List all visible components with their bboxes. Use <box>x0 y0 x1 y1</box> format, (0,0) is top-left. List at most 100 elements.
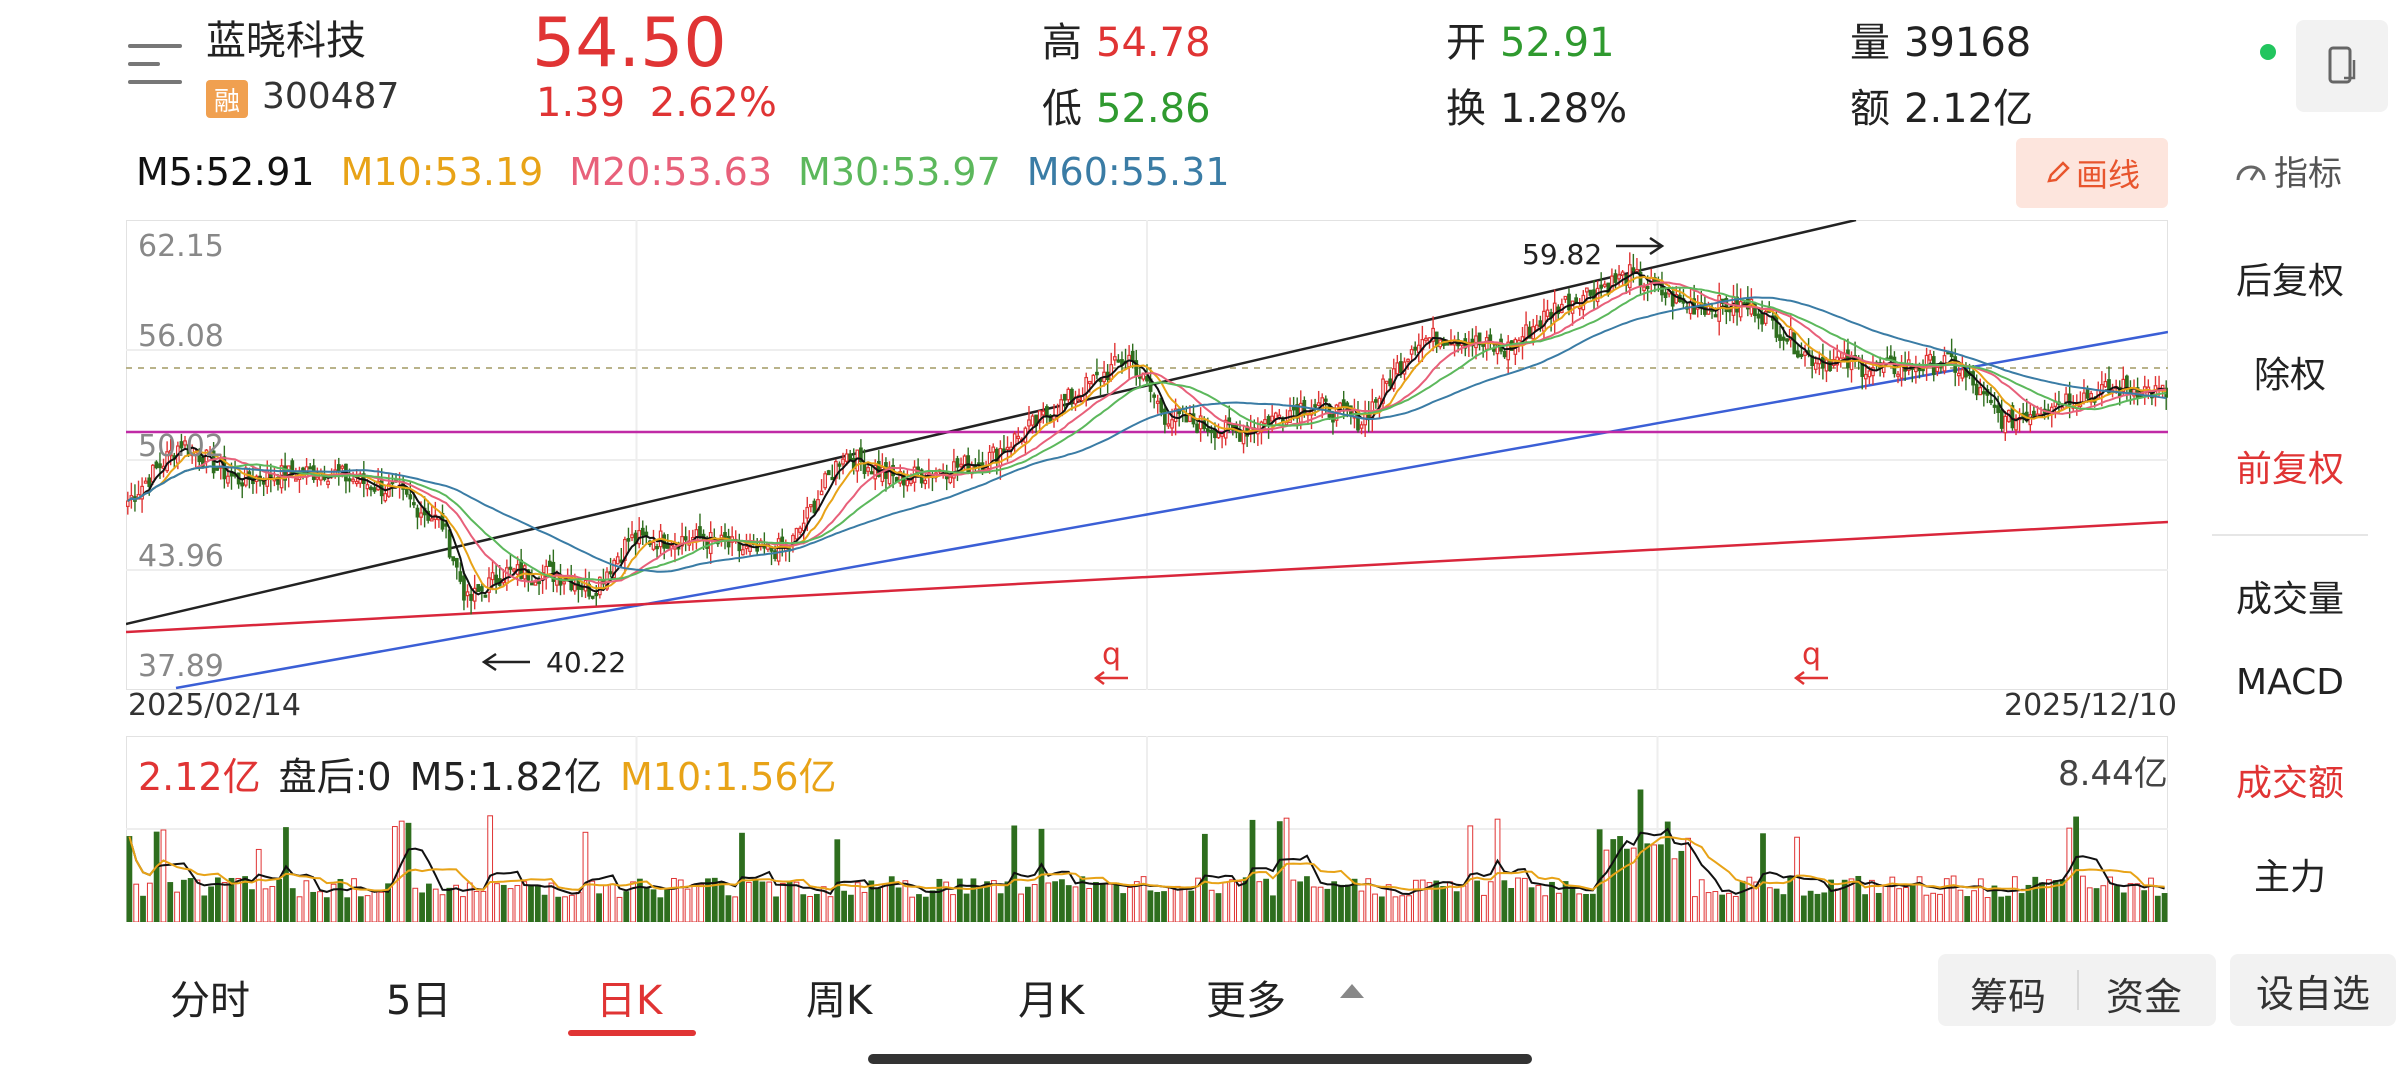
tab-monthly-k[interactable]: 月K <box>1018 978 1085 1024</box>
amount-bar <box>1290 879 1297 922</box>
side-item-macd[interactable]: MACD <box>2236 662 2344 703</box>
amount-bar <box>1270 895 1276 922</box>
amount-bar <box>1440 886 1446 922</box>
amount-bar <box>977 885 984 922</box>
tab-daily-k[interactable]: 日K <box>596 978 663 1024</box>
candle-body <box>412 502 416 506</box>
ma5-label: M5:52.91 <box>136 150 315 194</box>
side-item-amount[interactable]: 成交额 <box>2235 763 2344 804</box>
candle-body <box>1095 371 1099 376</box>
amount-label: 额 <box>1850 86 1890 132</box>
amount-bar <box>548 882 555 922</box>
amount-m10: M10:1.56亿 <box>620 755 837 799</box>
amount-bar <box>1059 879 1065 922</box>
candle-body <box>354 480 359 485</box>
low-value: 52.86 <box>1096 86 1211 132</box>
indicator-button[interactable]: 指标 <box>2234 146 2342 195</box>
candle-body <box>1620 271 1625 276</box>
candle-body <box>1999 409 2004 429</box>
candle-body <box>429 518 434 522</box>
draw-line-button[interactable]: 画线 <box>2016 138 2168 208</box>
candle-body <box>1724 298 1729 313</box>
amount-bar <box>1753 881 1760 922</box>
amount-bar <box>984 881 990 922</box>
candle-body <box>1112 356 1117 361</box>
candle-body <box>476 584 481 593</box>
ma10-label: M10:53.19 <box>340 150 544 194</box>
rotate-phone-button[interactable] <box>2296 20 2388 112</box>
amount-bar <box>555 896 562 922</box>
amount-bar <box>2086 887 2093 922</box>
amount-bar <box>671 877 677 922</box>
amount-bar <box>929 890 936 922</box>
amount-bar <box>759 881 766 922</box>
candle-body <box>1323 398 1328 402</box>
candle-body <box>1027 419 1031 427</box>
add-watchlist-button[interactable]: 设自选 <box>2230 954 2396 1026</box>
candle-body <box>340 465 345 469</box>
y-tick-label: 50.02 <box>138 429 224 464</box>
tab-5day[interactable]: 5日 <box>386 978 452 1024</box>
amount-bar <box>242 876 248 922</box>
candle-body <box>183 440 187 446</box>
amount-bar <box>1351 878 1358 922</box>
candle-body <box>1567 293 1571 311</box>
side-item-ex-rights[interactable]: 除权 <box>2253 355 2326 396</box>
amount-bar <box>1501 880 1508 922</box>
amount-bar <box>1617 836 1623 922</box>
amount-chart[interactable] <box>126 736 2168 922</box>
amount-bar <box>2107 876 2114 922</box>
amount-bar <box>1535 885 1542 922</box>
candle-body <box>1981 391 1986 395</box>
kline-chart[interactable]: 62.15 56.08 50.02 43.96 37.89 59.82 40.2… <box>126 220 2168 690</box>
candle-body <box>1170 419 1174 429</box>
amount-bar <box>1236 881 1242 922</box>
amount-bar <box>582 831 589 922</box>
candle-body <box>1041 410 1046 416</box>
candle-body <box>1381 378 1385 404</box>
amount-bar <box>487 815 494 922</box>
amount-bar <box>228 877 235 922</box>
menu-icon[interactable] <box>128 44 182 84</box>
amount-bar <box>875 888 882 922</box>
candle-body <box>472 587 477 602</box>
candle-body <box>651 541 656 550</box>
candle-body <box>1763 310 1768 324</box>
candle-body <box>630 534 634 539</box>
draw-line-label: 画线 <box>2075 156 2140 194</box>
amount-ma-lines <box>128 827 2165 896</box>
candle-body <box>583 579 588 592</box>
amount-bar <box>1378 896 1385 922</box>
fund-button[interactable]: 资金 <box>2106 975 2183 1019</box>
chip-button[interactable]: 筹码 <box>1970 975 2047 1019</box>
amount-bar <box>1426 882 1433 922</box>
amount-bar <box>854 882 861 922</box>
candle-body <box>1788 328 1793 341</box>
low-stat: 低 52.86 <box>1042 76 1211 134</box>
candle-body <box>1016 435 1021 439</box>
amount-bar <box>1930 892 1937 922</box>
amount-bar <box>718 881 725 922</box>
side-item-volume[interactable]: 成交量 <box>2235 579 2344 620</box>
tab-weekly-k[interactable]: 周K <box>806 978 873 1024</box>
amount-bar <box>1372 893 1378 922</box>
caret-up-icon[interactable] <box>1340 984 1364 998</box>
amount-bar <box>677 879 684 922</box>
candle-body <box>533 581 538 586</box>
side-item-back-adjust[interactable]: 后复权 <box>2235 261 2344 302</box>
tab-intraday[interactable]: 分时 <box>170 978 250 1024</box>
candle-body <box>2125 375 2129 388</box>
candle-body <box>2121 378 2126 393</box>
ma-lines <box>127 271 2167 596</box>
amount-bar <box>146 882 153 922</box>
amount-bar <box>174 891 180 922</box>
amount-bar <box>1065 885 1072 922</box>
amount-bar <box>1848 878 1855 922</box>
side-item-forward-adjust[interactable]: 前复权 <box>2235 449 2344 490</box>
marker-q: q <box>1093 637 1128 685</box>
tab-more[interactable]: 更多 <box>1206 978 1286 1024</box>
amount-bar <box>637 878 643 922</box>
candle-body <box>1277 414 1282 418</box>
candle-body <box>505 567 509 584</box>
side-item-main-force[interactable]: 主力 <box>2253 857 2326 898</box>
